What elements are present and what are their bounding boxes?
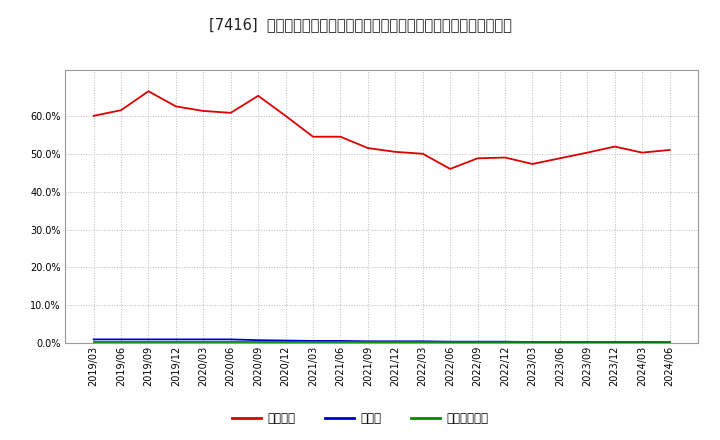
Legend: 自己資本, のれん, 繰延税金資産: 自己資本, のれん, 繰延税金資産: [227, 407, 493, 430]
Text: [7416]  自己資本、のれん、繰延税金資産の総資産に対する比率の推移: [7416] 自己資本、のれん、繰延税金資産の総資産に対する比率の推移: [209, 18, 511, 33]
